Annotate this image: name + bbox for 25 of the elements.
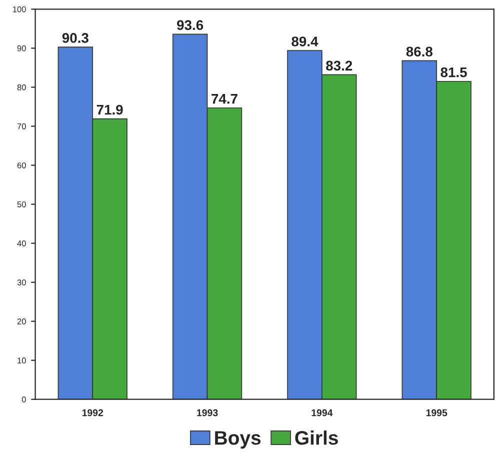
data-label: 81.5 [440,67,467,78]
y-tick-label: 60 [17,162,26,168]
y-tick-label: 100 [12,6,26,12]
legend-label: Boys [215,431,261,449]
data-label: 83.2 [326,60,352,71]
y-tick-label: 30 [17,279,26,286]
y-tick-label: 80 [17,84,26,90]
y-tick-label: 90 [17,45,26,52]
data-label: 71.9 [96,104,123,115]
data-label: 90.3 [62,33,88,43]
x-tick-label: 1994 [312,409,333,416]
data-label: 74.7 [212,94,238,104]
data-label: 86.8 [406,46,432,57]
y-tick-label: 70 [17,123,26,130]
y-tick-label: 40 [17,240,26,246]
y-tick-label: 0 [22,396,26,402]
x-tick-label: 1995 [426,409,448,416]
x-tick-label: 1992 [82,409,104,416]
data-label: 93.6 [177,20,204,30]
data-label: 89.4 [292,36,318,46]
y-tick-label: 20 [17,318,26,324]
y-tick-label: 10 [18,358,26,364]
x-tick-label: 1993 [197,409,218,416]
y-tick-label: 50 [17,201,26,208]
legend-label: Girls [295,430,338,445]
